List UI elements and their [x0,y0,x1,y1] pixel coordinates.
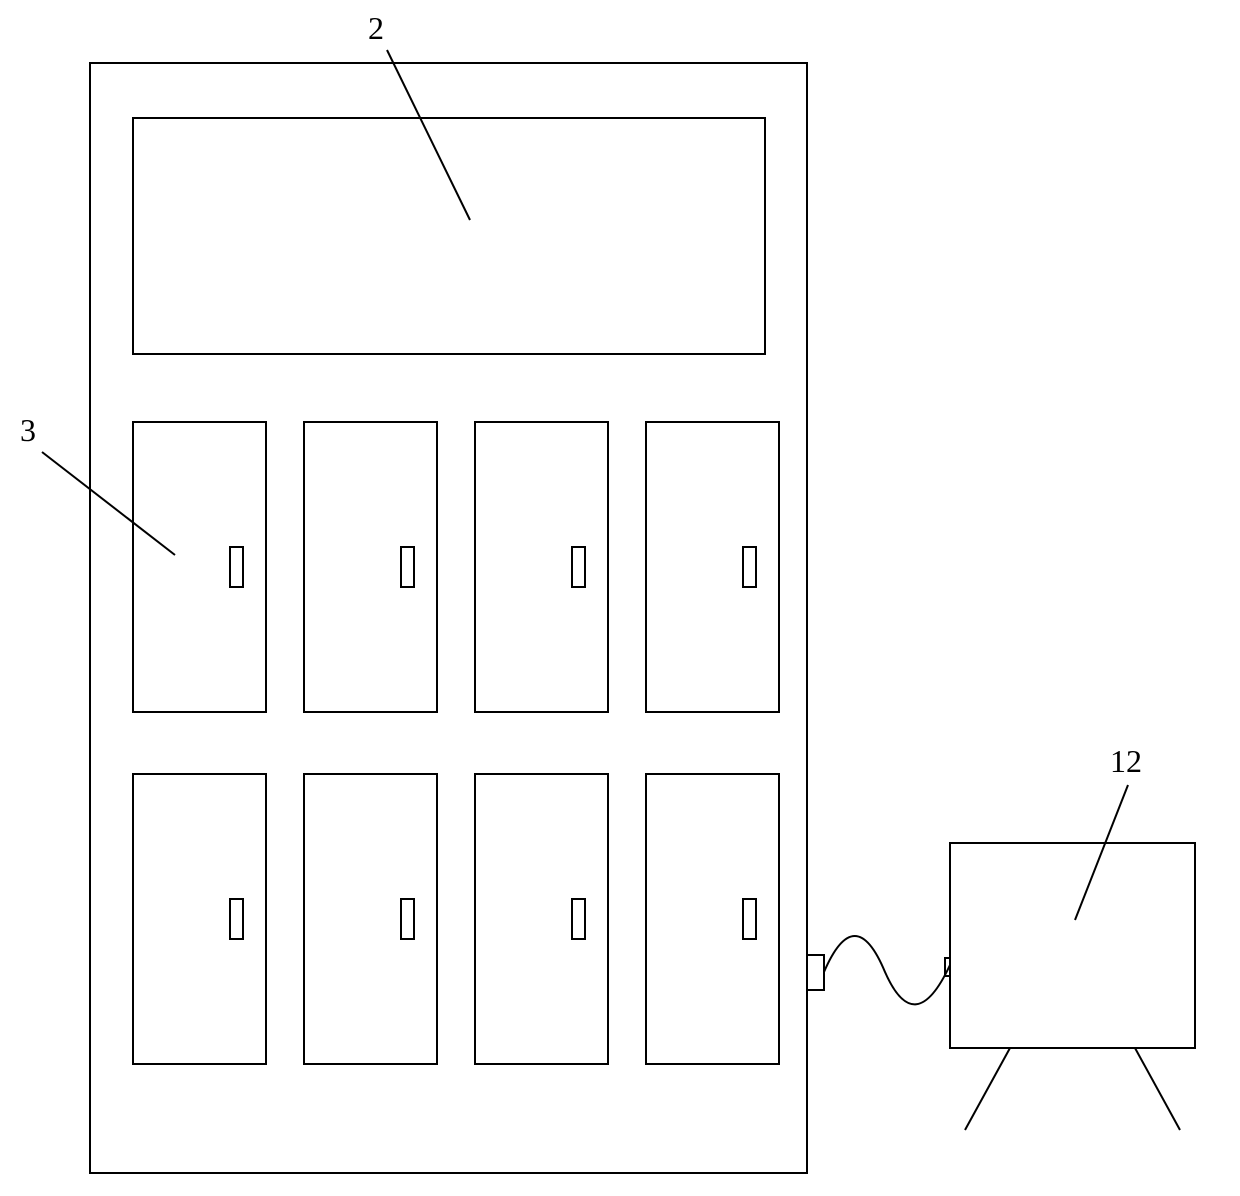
door [304,774,437,1064]
leader-3 [42,452,175,555]
external-device-connector [945,958,950,976]
leader-2 [387,50,470,220]
door-handle [401,547,414,587]
callout-label-2: 2 [368,10,384,47]
door-handle [743,547,756,587]
leader-12 [1075,785,1128,920]
external-device-leg-left [965,1048,1010,1130]
door [133,422,266,712]
cable [824,936,950,1004]
door [304,422,437,712]
door-row-1 [133,422,779,712]
door-handle [230,547,243,587]
door-handle [230,899,243,939]
door [646,422,779,712]
callout-label-3: 3 [20,412,36,449]
door [475,774,608,1064]
door [646,774,779,1064]
door-handle [572,899,585,939]
external-device-body [950,843,1195,1048]
callout-label-12: 12 [1110,743,1142,780]
diagram-canvas [0,0,1240,1196]
door [475,422,608,712]
door-handle [401,899,414,939]
door [133,774,266,1064]
door-row-2 [133,774,779,1064]
external-device-leg-right [1135,1048,1180,1130]
cabinet-port [807,955,824,990]
top-panel [133,118,765,354]
door-handle [572,547,585,587]
door-handle [743,899,756,939]
cabinet-outer [90,63,807,1173]
